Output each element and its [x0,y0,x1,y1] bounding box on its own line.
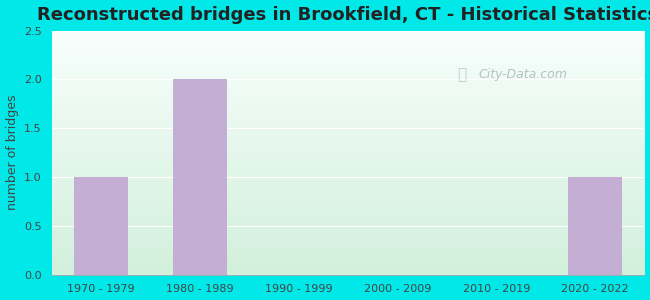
Bar [74,177,128,275]
Text: City-Data.com: City-Data.com [478,68,567,81]
Text: Ⓢ: Ⓢ [458,67,467,82]
Title: Reconstructed bridges in Brookfield, CT - Historical Statistics: Reconstructed bridges in Brookfield, CT … [38,6,650,24]
Y-axis label: number of bridges: number of bridges [6,95,19,210]
Bar [173,80,227,275]
Bar [568,177,622,275]
